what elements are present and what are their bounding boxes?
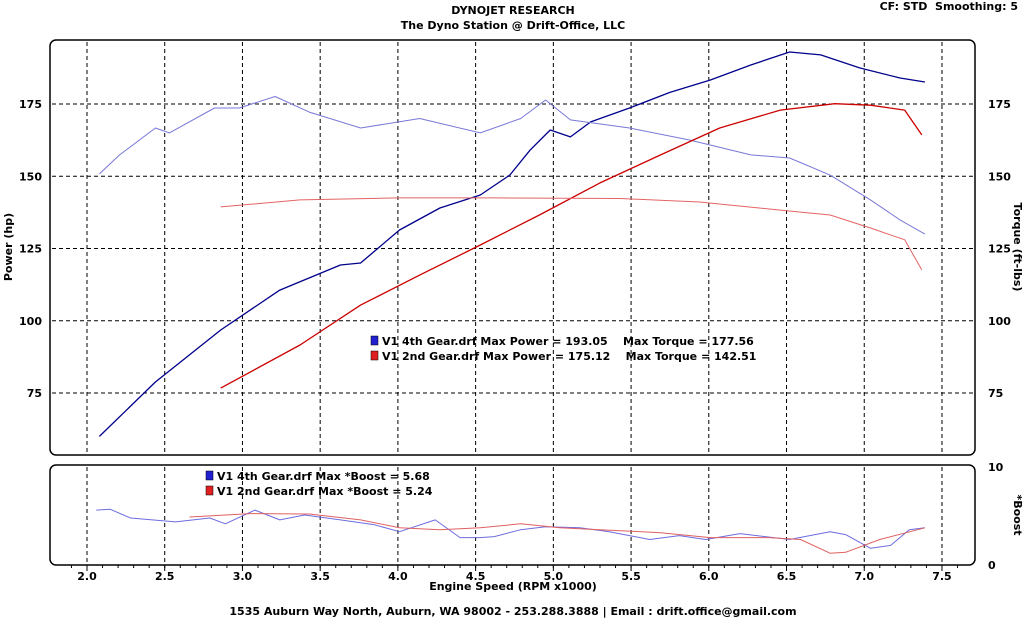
x-tick-label: 5.0 xyxy=(544,570,564,583)
y2-axis-label: Torque (ft-lbs) xyxy=(1011,203,1024,292)
y2-tick-label: 150 xyxy=(988,170,1011,183)
legend-swatch-4th xyxy=(370,335,379,346)
x-tick-label: 6.5 xyxy=(777,570,797,583)
y-tick-label: 100 xyxy=(19,315,42,328)
x-axis-label: Engine Speed (RPM x1000) xyxy=(429,580,597,593)
x-tick-label: 6.0 xyxy=(699,570,719,583)
y-axis-label: Power (hp) xyxy=(2,213,15,281)
main-plot-frame xyxy=(49,39,976,456)
power-4th-gear-line xyxy=(98,51,926,437)
boost-axis-label: *Boost xyxy=(1011,494,1024,535)
x-tick-label: 7.0 xyxy=(855,570,875,583)
x-tick-label: 2.5 xyxy=(155,570,175,583)
x-tick-label: 3.0 xyxy=(233,570,253,583)
legend-main: V1 4th Gear.drf Max Power = 193.05 Max T… xyxy=(370,335,756,363)
boost-4th-gear-line xyxy=(96,508,925,549)
y2-tick-label: 175 xyxy=(988,98,1011,111)
boost-2nd-gear-line xyxy=(189,513,926,554)
y2-tick-label: 75 xyxy=(988,387,1003,400)
y-tick-label: 175 xyxy=(19,98,42,111)
x-tick-label: 3.5 xyxy=(310,570,330,583)
settings-text: CF: STD Smoothing: 5 xyxy=(880,0,1018,13)
power-2nd-gear-line xyxy=(220,103,923,389)
legend-boost: V1 4th Gear.drf Max *Boost = 5.68 V1 2nd… xyxy=(205,470,433,498)
x-tick-label: 4.5 xyxy=(466,570,486,583)
chart-title: DYNOJET RESEARCH xyxy=(451,4,574,17)
y2-tick-label: 125 xyxy=(988,243,1011,256)
x-tick-label: 5.5 xyxy=(621,570,641,583)
torque-2nd-gear-line xyxy=(220,197,923,271)
legend-swatch-2nd xyxy=(370,350,379,361)
x-tick-label: 2.0 xyxy=(77,570,97,583)
legend-swatch-boost-2nd xyxy=(205,485,214,496)
x-tick-label: 7.5 xyxy=(932,570,952,583)
y2-tick-label: 100 xyxy=(988,315,1011,328)
y-tick-label: 125 xyxy=(19,243,42,256)
y-tick-label: 150 xyxy=(19,170,42,183)
legend-swatch-boost-4th xyxy=(205,470,214,481)
legend-boost-2nd: V1 2nd Gear.drf Max *Boost = 5.24 xyxy=(217,485,433,498)
legend-boost-4th: V1 4th Gear.drf Max *Boost = 5.68 xyxy=(217,470,430,483)
boost-tick-label: 0 xyxy=(988,559,996,572)
boost-tick-label: 10 xyxy=(988,461,1004,474)
footer-text: 1535 Auburn Way North, Auburn, WA 98002 … xyxy=(229,605,796,618)
torque-4th-gear-line xyxy=(99,96,926,235)
x-tick-label: 4.0 xyxy=(388,570,408,583)
legend-4th: V1 4th Gear.drf Max Power = 193.05 Max T… xyxy=(382,335,754,348)
chart-subtitle: The Dyno Station @ Drift-Office, LLC xyxy=(401,19,625,32)
legend-2nd: V1 2nd Gear.drf Max Power = 175.12 Max T… xyxy=(382,350,756,363)
y-tick-label: 75 xyxy=(27,387,42,400)
boost-plot-frame xyxy=(49,464,976,566)
